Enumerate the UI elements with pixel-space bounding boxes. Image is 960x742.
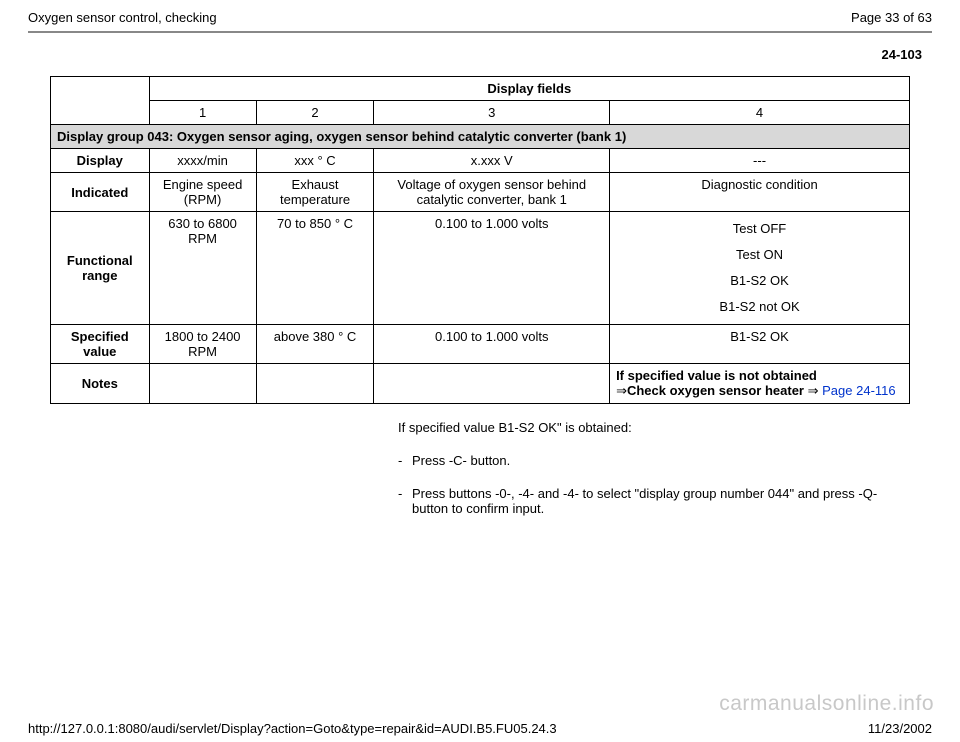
group-row: Display group 043: Oxygen sensor aging, … xyxy=(51,125,910,149)
blank-corner xyxy=(51,77,150,125)
display-c1: xxxx/min xyxy=(149,149,256,173)
section-number: 24-103 xyxy=(28,47,922,62)
notes-c4: If specified value is not obtained ⇒Chec… xyxy=(610,364,910,404)
page-number: Page 33 of 63 xyxy=(851,10,932,25)
fr-line-1: Test ON xyxy=(616,242,903,268)
fr-line-0: Test OFF xyxy=(616,216,903,242)
dash-icon: - xyxy=(398,453,412,468)
footer-date: 11/23/2002 xyxy=(868,721,932,736)
header-rule xyxy=(28,31,932,33)
notes-c1 xyxy=(149,364,256,404)
step-1-text: Press -C- button. xyxy=(412,453,898,468)
row-notes-label: Notes xyxy=(51,364,150,404)
display-c3: x.xxx V xyxy=(374,149,610,173)
indicated-c1: Engine speed (RPM) xyxy=(149,173,256,212)
display-c4: --- xyxy=(610,149,910,173)
indicated-c2: Exhaust temperature xyxy=(256,173,374,212)
functional-range-c1: 630 to 6800 RPM xyxy=(149,212,256,325)
functional-range-c2: 70 to 850 ° C xyxy=(256,212,374,325)
doc-title: Oxygen sensor control, checking xyxy=(28,10,217,25)
col-num-2: 2 xyxy=(256,101,374,125)
col-num-1: 1 xyxy=(149,101,256,125)
arrow-icon-2: ⇒ xyxy=(808,383,819,398)
step-1: - Press -C- button. xyxy=(398,453,898,468)
row-functional-range-label: Functional range xyxy=(51,212,150,325)
obtained-text: If specified value B1-S2 OK" is obtained… xyxy=(398,420,898,435)
indicated-c4: Diagnostic condition xyxy=(610,173,910,212)
specified-c4: B1-S2 OK xyxy=(610,325,910,364)
fr-line-2: B1-S2 OK xyxy=(616,268,903,294)
notes-c3 xyxy=(374,364,610,404)
col-num-3: 3 xyxy=(374,101,610,125)
col-num-4: 4 xyxy=(610,101,910,125)
functional-range-c3: 0.100 to 1.000 volts xyxy=(374,212,610,325)
footer-url: http://127.0.0.1:8080/audi/servlet/Displ… xyxy=(28,721,557,736)
display-fields-header: Display fields xyxy=(149,77,909,101)
specified-c3: 0.100 to 1.000 volts xyxy=(374,325,610,364)
specified-c1: 1800 to 2400 RPM xyxy=(149,325,256,364)
row-display-label: Display xyxy=(51,149,150,173)
notes-bold-1: If specified value is not obtained xyxy=(616,368,817,383)
page-link[interactable]: Page 24-116 xyxy=(822,383,896,398)
display-c2: xxx ° C xyxy=(256,149,374,173)
watermark: carmanualsonline.info xyxy=(719,692,934,716)
dash-icon: - xyxy=(398,486,412,516)
row-indicated-label: Indicated xyxy=(51,173,150,212)
indicated-c3: Voltage of oxygen sensor behind catalyti… xyxy=(374,173,610,212)
step-2-text: Press buttons -0-, -4- and -4- to select… xyxy=(412,486,898,516)
notes-bold-2: Check oxygen sensor heater xyxy=(627,383,808,398)
step-2: - Press buttons -0-, -4- and -4- to sele… xyxy=(398,486,898,516)
row-specified-value-label: Specified value xyxy=(51,325,150,364)
fr-line-3: B1-S2 not OK xyxy=(616,294,903,320)
notes-c2 xyxy=(256,364,374,404)
display-fields-table: Display fields 1 2 3 4 Display group 043… xyxy=(50,76,910,404)
specified-c2: above 380 ° C xyxy=(256,325,374,364)
arrow-icon: ⇒ xyxy=(616,383,627,398)
functional-range-c4: Test OFF Test ON B1-S2 OK B1-S2 not OK xyxy=(610,212,910,325)
